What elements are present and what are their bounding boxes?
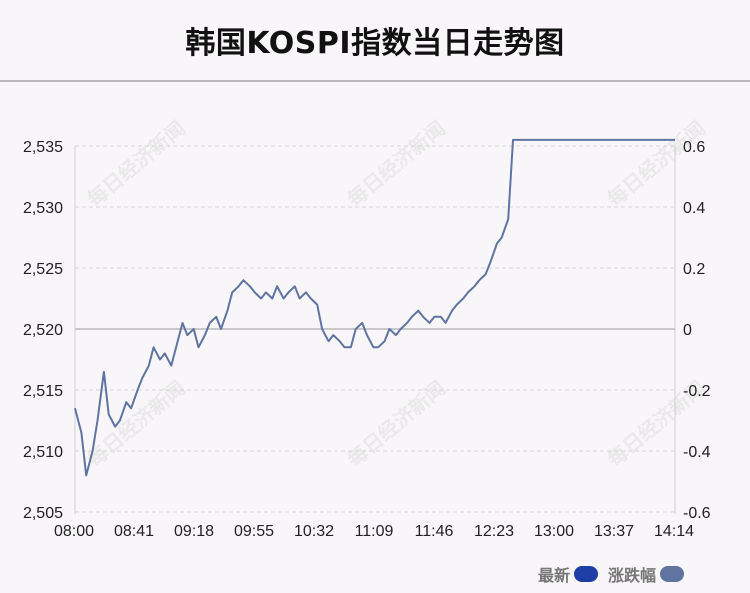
y-right-tick-label: -0.6	[683, 505, 711, 522]
x-tick-label: 12:23	[474, 523, 514, 540]
x-tick-label: 11:46	[415, 523, 454, 540]
y-left-tick-label: 2,530	[23, 200, 63, 217]
legend: 最新 涨跌幅	[538, 562, 684, 586]
x-tick-label: 08:41	[114, 523, 154, 540]
y-right-tick-label: 0.4	[683, 200, 705, 217]
y-left-tick-label: 2,520	[23, 322, 63, 339]
legend-item-change: 涨跌幅	[608, 562, 684, 586]
x-tick-label: 10:32	[294, 523, 334, 540]
series-group	[74, 138, 675, 477]
x-tick-label: 09:55	[234, 523, 274, 540]
title-divider	[0, 80, 750, 82]
series-line	[74, 138, 675, 477]
x-tick-label: 09:18	[174, 523, 214, 540]
legend-label-change: 涨跌幅	[607, 566, 656, 585]
y-right-tick-label: -0.2	[683, 383, 711, 400]
y-left-tick-label: 2,535	[23, 139, 63, 156]
x-tick-label: 14:14	[654, 523, 694, 540]
legend-item-latest: 最新	[538, 562, 598, 586]
x-tick-label: 13:00	[534, 523, 574, 540]
y-left-tick-label: 2,505	[23, 505, 63, 522]
y-left-tick-label: 2,515	[23, 383, 63, 400]
y-right-tick-label: 0.6	[683, 139, 705, 156]
y-left-tick-label: 2,525	[23, 261, 63, 278]
axes: 2,535 0.6 2,530 0.4 2,525 0.2 2,520 0 2,515 -0.2 2…	[23, 139, 711, 540]
x-tick-label: 08:00	[54, 523, 94, 540]
y-left-tick-label: 2,510	[23, 444, 63, 461]
y-right-tick-label: -0.4	[683, 444, 711, 461]
legend-swatch-change	[660, 566, 684, 582]
x-tick-label: 13:37	[594, 523, 634, 540]
legend-label-latest: 最新	[537, 566, 570, 585]
x-tick-label: 11:09	[355, 523, 394, 540]
legend-swatch-latest	[573, 566, 598, 582]
y-right-tick-label: 0.2	[683, 261, 705, 278]
y-right-tick-label: 0	[683, 322, 692, 339]
chart-title: 韩国KOSPI指数当日走势图	[185, 26, 565, 61]
grid-lines	[75, 145, 675, 513]
